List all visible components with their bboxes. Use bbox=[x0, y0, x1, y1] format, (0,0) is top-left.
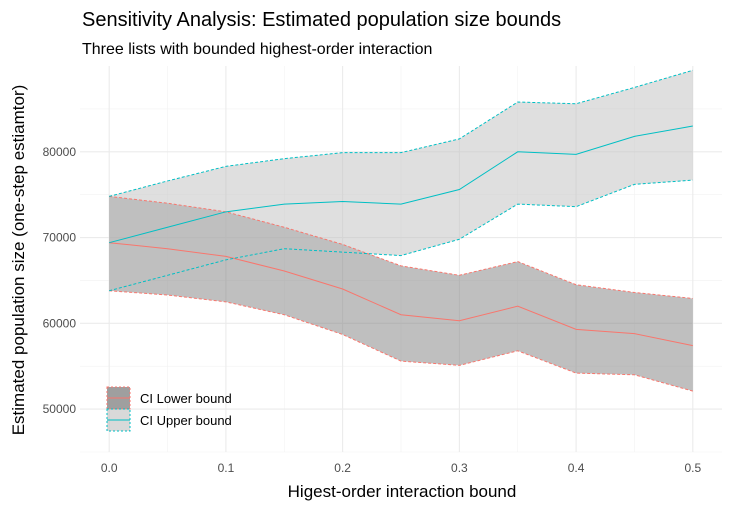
y-axis-title: Estimated population size (one-step esti… bbox=[9, 85, 28, 436]
series-lines bbox=[109, 69, 693, 392]
legend-label-upper-bound: CI Upper bound bbox=[140, 413, 232, 428]
x-tick-label: 0.4 bbox=[568, 461, 585, 475]
y-tick-label: 60000 bbox=[43, 316, 77, 330]
chart-title: Sensitivity Analysis: Estimated populati… bbox=[82, 9, 561, 31]
x-axis-ticks: 0.0 0.1 0.2 0.3 0.4 0.5 bbox=[101, 461, 702, 475]
lower-bound-estimate-line bbox=[109, 242, 693, 347]
lower-bound-ci-low-line bbox=[109, 290, 693, 392]
x-tick-label: 0.2 bbox=[334, 461, 351, 475]
legend-label-lower-bound: CI Lower bound bbox=[140, 391, 232, 406]
x-tick-label: 0.0 bbox=[101, 461, 118, 475]
upper-bound-ci-high-line bbox=[109, 69, 693, 197]
upper-bound-estimate-line bbox=[109, 125, 693, 244]
lower-bound-ci-high-line bbox=[109, 195, 693, 299]
x-axis-title: Higest-order interaction bound bbox=[288, 482, 517, 501]
y-tick-label: 80000 bbox=[43, 145, 77, 159]
legend: CI Lower bound CI Upper bound bbox=[106, 386, 232, 432]
upper-bound-ci-low-line bbox=[109, 179, 693, 292]
x-tick-label: 0.3 bbox=[451, 461, 468, 475]
y-axis-ticks: 50000 60000 70000 80000 bbox=[43, 145, 77, 416]
y-tick-label: 70000 bbox=[43, 231, 77, 245]
ci-ribbons bbox=[109, 70, 693, 392]
chart-subtitle: Three lists with bounded highest-order i… bbox=[82, 41, 432, 58]
x-tick-label: 0.1 bbox=[218, 461, 235, 475]
y-tick-label: 50000 bbox=[43, 402, 77, 416]
ci-ribbon-upper-bound bbox=[109, 70, 693, 291]
x-tick-label: 0.5 bbox=[684, 461, 701, 475]
